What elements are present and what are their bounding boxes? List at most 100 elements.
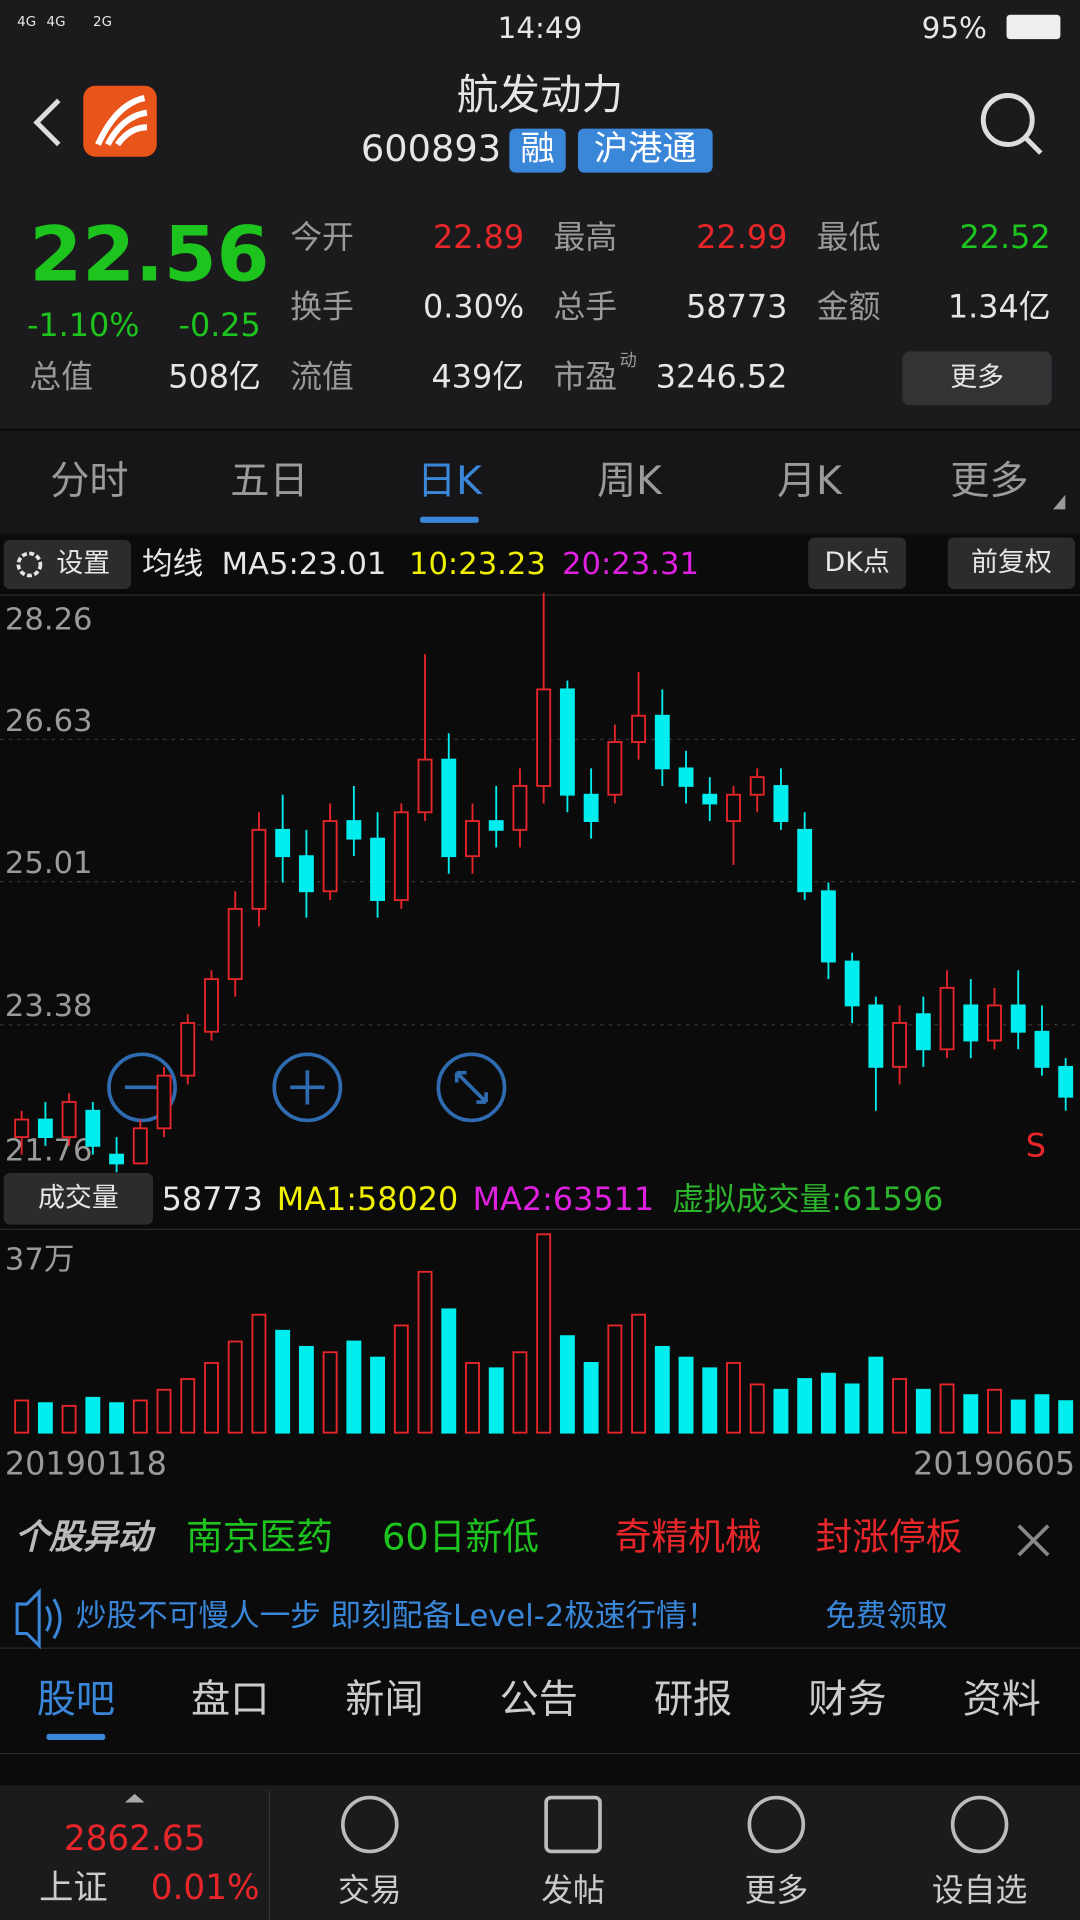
candle-body	[132, 1127, 148, 1165]
dk-bg[interactable]	[808, 537, 907, 589]
tab[interactable]: 更多	[950, 459, 1028, 504]
volume-bar	[1010, 1399, 1026, 1434]
volume-bar	[14, 1399, 30, 1434]
battery: 95%	[922, 11, 987, 45]
volume-bar	[1058, 1400, 1074, 1434]
tab[interactable]: 月K	[777, 459, 843, 504]
volume-bar	[726, 1362, 741, 1434]
search-button[interactable]	[980, 93, 1035, 147]
more-label[interactable]: 更多	[950, 362, 1004, 393]
corner-mark	[1053, 494, 1066, 510]
candle-body	[251, 828, 267, 910]
close-button[interactable]	[1017, 1524, 1050, 1557]
network: 4G	[17, 15, 36, 30]
candle-body	[156, 1074, 172, 1130]
nav-item[interactable]: 发帖	[541, 1871, 605, 1909]
candle-body	[939, 986, 955, 1051]
y-tick-label: 23.38	[5, 989, 93, 1024]
volume-ma1: MA1:58020	[277, 1180, 458, 1218]
ma10: 10:23.23	[409, 547, 546, 582]
volume-bar	[583, 1362, 599, 1434]
volume-bar	[465, 1362, 480, 1434]
volume-bar	[322, 1351, 338, 1434]
candle-body	[726, 793, 741, 822]
stat-label: 总值	[29, 357, 93, 395]
volume-bar	[868, 1356, 884, 1434]
index-name: 上证	[39, 1868, 108, 1908]
volume-virtual: 虚拟成交量:61596	[672, 1180, 943, 1218]
battery-icon	[1006, 14, 1061, 40]
ticker-item[interactable]: 奇精机械	[615, 1516, 762, 1559]
back-button[interactable]	[33, 98, 61, 147]
volume-tick-label: 37万	[5, 1243, 75, 1278]
candle-body	[892, 1022, 908, 1068]
zoom-in[interactable]	[272, 1052, 343, 1123]
candle-body	[536, 688, 552, 787]
ticker-item[interactable]: 60日新低	[382, 1516, 539, 1559]
tabs-bg	[0, 431, 1080, 534]
nav-icon	[544, 1795, 602, 1854]
volume-bar	[844, 1383, 860, 1434]
volume-bar	[820, 1372, 836, 1434]
candle-body	[773, 785, 789, 822]
volume-bar	[251, 1313, 267, 1434]
candle-body	[109, 1153, 125, 1165]
nav-bg	[0, 1785, 1080, 1920]
settings-bg[interactable]	[3, 540, 132, 589]
volume-bar	[298, 1345, 314, 1434]
stat-value: 1.34亿	[948, 288, 1051, 326]
bottom-tab[interactable]: 公告	[500, 1678, 578, 1723]
y-tick-label: 21.76	[5, 1134, 93, 1169]
bottom-tab[interactable]: 新闻	[345, 1678, 423, 1723]
volume-value: 58773	[162, 1180, 263, 1218]
zoom-out[interactable]	[107, 1052, 177, 1123]
tab[interactable]: 五日	[230, 459, 308, 504]
candle-body	[346, 820, 362, 840]
more-button[interactable]	[902, 351, 1052, 406]
nav-icon	[950, 1795, 1009, 1854]
volume-bar	[749, 1383, 765, 1434]
ad-link[interactable]: 免费领取	[825, 1599, 947, 1634]
tab[interactable]: 周K	[597, 459, 663, 504]
tab[interactable]: 分时	[50, 459, 128, 504]
volume-bar	[488, 1367, 504, 1434]
bottom-tab[interactable]: 资料	[962, 1678, 1040, 1723]
candle-body	[820, 890, 836, 963]
candle-body	[322, 820, 338, 893]
volume-bar	[915, 1388, 931, 1434]
network: 2G	[93, 15, 112, 30]
ticker-item[interactable]: 南京医药	[186, 1516, 333, 1559]
volume-bar	[180, 1378, 196, 1434]
ticker-item[interactable]: 封涨停板	[816, 1516, 963, 1559]
bottom-tab[interactable]: 盘口	[191, 1678, 269, 1723]
candle-body	[607, 741, 623, 796]
candle-body	[180, 1022, 196, 1077]
tab[interactable]: 日K	[417, 459, 483, 504]
volume-label-bg[interactable]	[3, 1173, 154, 1225]
ma-label: 均线	[142, 547, 203, 582]
candle-body	[1034, 1030, 1050, 1068]
bottom-tab[interactable]: 研报	[654, 1678, 732, 1723]
fullscreen[interactable]	[436, 1052, 507, 1123]
nav-item[interactable]: 更多	[744, 1871, 808, 1909]
stat-label: 市盈	[553, 357, 617, 395]
candle-body	[488, 820, 504, 831]
bottom-tab[interactable]: 财务	[808, 1678, 886, 1723]
date-start: 20190118	[5, 1445, 167, 1483]
candle-body	[61, 1101, 77, 1139]
search-handle	[1023, 135, 1043, 155]
adjust-bg[interactable]	[947, 537, 1076, 589]
bottom-tab[interactable]: 股吧	[37, 1678, 115, 1723]
volume-bar	[797, 1378, 813, 1434]
nav-item[interactable]: 交易	[338, 1871, 402, 1909]
stock-name: 航发动力	[457, 70, 624, 119]
volume-bar	[204, 1362, 219, 1434]
nav-item[interactable]: 设自选	[932, 1871, 1027, 1909]
volume-ma2: MA2:63511	[473, 1180, 654, 1218]
candle-body	[844, 960, 860, 1007]
volume-bar	[536, 1233, 552, 1434]
stock-code: 600893	[361, 127, 501, 170]
logo-mark	[95, 94, 148, 147]
candle-body	[1010, 1004, 1026, 1033]
